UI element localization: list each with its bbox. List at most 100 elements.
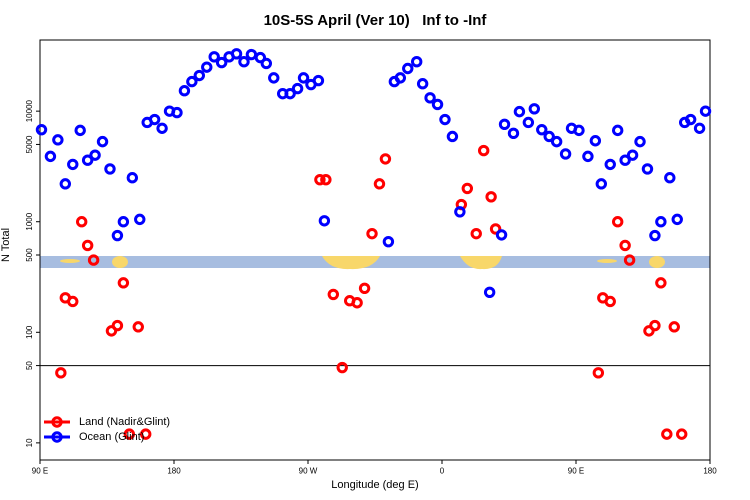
data-point (623, 254, 636, 266)
data-point (87, 254, 100, 266)
data-point (671, 213, 683, 226)
data-point (649, 319, 661, 332)
y-axis-label: N Total (0, 228, 12, 262)
chart-title: 10S-5S April (Ver 10) Inf to -Inf (264, 12, 488, 29)
data-point (156, 122, 168, 134)
data-point (431, 98, 444, 111)
data-point (513, 105, 526, 118)
data-point (550, 135, 563, 148)
x-tick-label: 90 E (32, 467, 48, 476)
data-point (52, 134, 64, 146)
x-tick-label: 90 E (568, 467, 584, 476)
data-point (238, 56, 250, 68)
y-tick-label: 1000 (25, 212, 34, 230)
y-tick-label: 100 (25, 325, 34, 339)
y-tick-label: 10000 (25, 99, 34, 122)
data-point (619, 154, 631, 166)
data-point (559, 148, 572, 160)
data-point (543, 130, 555, 143)
data-point (668, 321, 680, 333)
data-point (483, 286, 496, 298)
data-point (284, 87, 296, 100)
data-point (134, 213, 146, 226)
y-tick-label: 500 (25, 248, 34, 262)
data-point (446, 130, 459, 143)
data-point (314, 173, 326, 186)
data-point (171, 106, 183, 119)
data-point (35, 123, 48, 136)
y-tick-label: 10 (25, 438, 34, 447)
data-point (611, 124, 624, 137)
data-point (148, 113, 161, 126)
data-point (641, 163, 654, 175)
data-point (611, 216, 624, 228)
data-point (619, 239, 631, 252)
legend-marker (51, 416, 63, 428)
data-point (268, 72, 280, 84)
data-point (379, 153, 392, 165)
data-point (104, 163, 116, 175)
data-point (245, 48, 258, 61)
data-point (573, 124, 585, 137)
data-point (117, 277, 130, 289)
data-point (336, 361, 348, 374)
data-point (582, 150, 594, 163)
data-point (291, 82, 304, 95)
data-point (634, 135, 646, 148)
data-point (424, 92, 436, 104)
data-point (230, 48, 243, 60)
data-point (351, 297, 363, 309)
x-tick-label: 90 W (299, 467, 318, 476)
x-axis-label: Longitude (deg E) (331, 479, 418, 491)
data-point (604, 158, 616, 171)
data-point (123, 428, 136, 440)
data-point (655, 277, 667, 289)
data-point (327, 288, 340, 301)
data-point (186, 75, 198, 88)
data-point (67, 158, 79, 171)
data-point (178, 85, 191, 97)
data-point (117, 216, 130, 228)
data-point (297, 72, 310, 84)
data-point (75, 216, 88, 228)
data-point (498, 118, 511, 131)
data-point (373, 178, 386, 190)
data-point (461, 182, 474, 195)
data-point (81, 154, 94, 166)
data-point (626, 149, 639, 161)
data-point (522, 116, 535, 129)
data-point (477, 144, 490, 157)
data-point (439, 113, 451, 126)
data-point (649, 229, 661, 242)
data-point (676, 428, 688, 440)
data-point (604, 295, 616, 308)
data-point (201, 61, 213, 73)
data-point (661, 428, 673, 440)
data-point (592, 367, 605, 379)
data-point (495, 229, 508, 241)
data-point (410, 56, 423, 68)
data-point (260, 57, 273, 70)
data-point (358, 282, 371, 294)
data-point (44, 150, 57, 163)
x-tick-label: 180 (703, 467, 717, 476)
data-point (528, 103, 541, 115)
data-point (664, 172, 676, 184)
y-tick-label: 50 (25, 361, 34, 370)
data-point (485, 191, 497, 203)
data-point (208, 51, 220, 63)
y-tick-label: 5000 (25, 135, 34, 153)
data-point (193, 69, 206, 82)
data-point (536, 123, 548, 136)
data-point (74, 124, 86, 137)
data-point (89, 149, 101, 161)
data-point (320, 173, 332, 186)
map-strip (40, 256, 710, 270)
data-point (140, 428, 152, 440)
data-point (699, 105, 712, 117)
data-point (215, 56, 228, 69)
data-point (416, 78, 429, 90)
data-point (507, 127, 520, 140)
data-point (318, 215, 331, 227)
